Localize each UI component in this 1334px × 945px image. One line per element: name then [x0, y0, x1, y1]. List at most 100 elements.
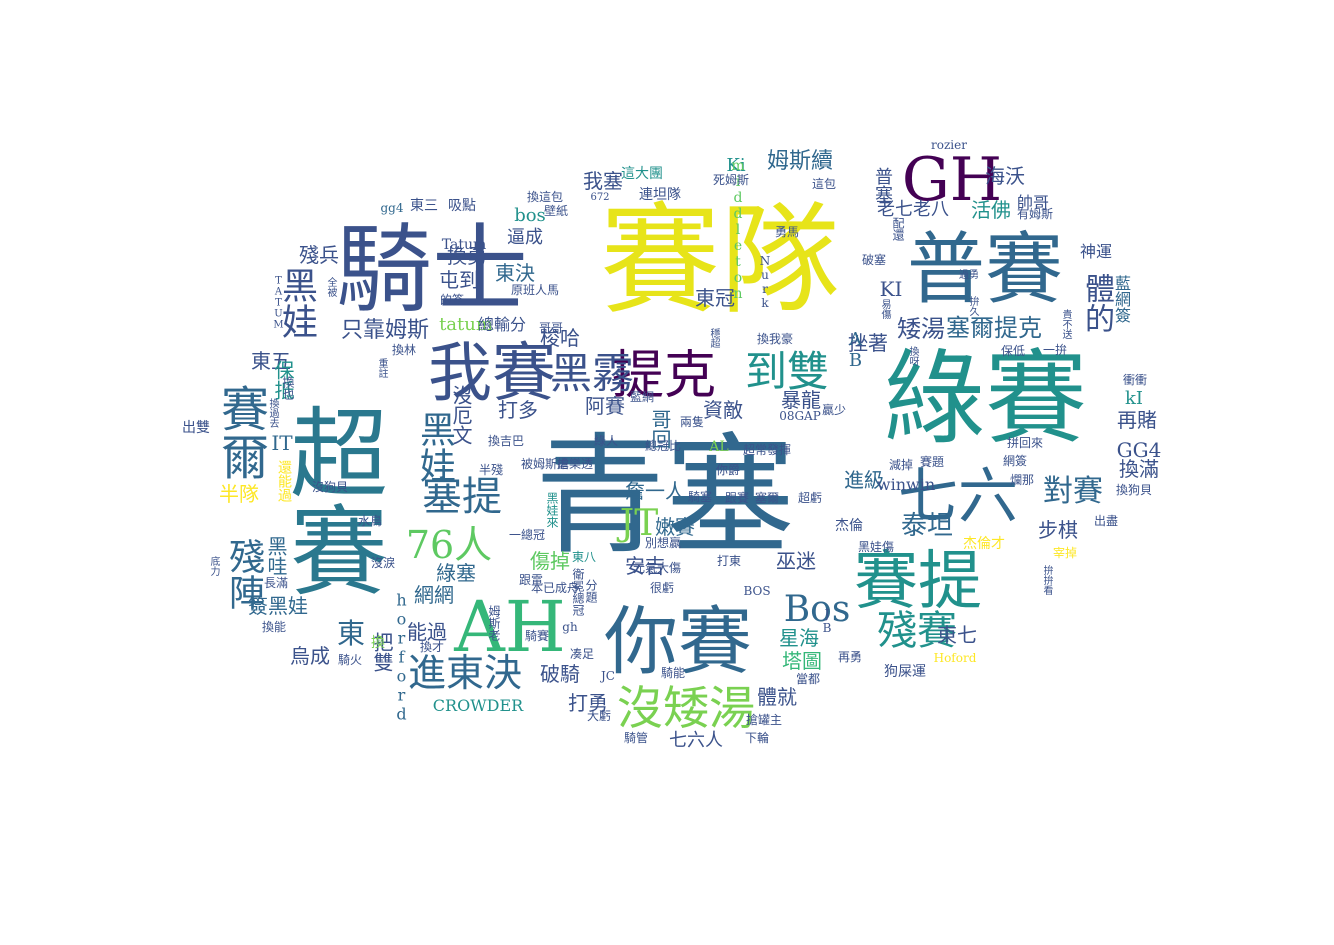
cloud-word: 我賽 [428, 337, 556, 411]
cloud-word: Ki [726, 155, 746, 176]
cloud-word: 換能 [261, 620, 287, 634]
cloud-word: 殘兵 [299, 243, 339, 267]
cloud-word: 爛那 [1009, 473, 1035, 487]
cloud-word: 進級 [844, 468, 884, 492]
cloud-word: 資敵 [703, 398, 743, 422]
cloud-word: 換勇 [447, 244, 487, 268]
cloud-word: 巫迷 [776, 549, 816, 573]
cloud-word: 網簽 [1002, 454, 1028, 468]
cloud-word: gg4 [380, 201, 404, 215]
cloud-word: 換過去 [267, 398, 278, 428]
cloud-word: 再賭 [1117, 408, 1157, 432]
cloud-word: 泰坦 [900, 511, 954, 541]
cloud-word: 網網 [414, 583, 454, 607]
cloud-word: 出雙 [182, 420, 210, 436]
cloud-word: 672 [590, 192, 610, 203]
cloud-word: JC [601, 669, 615, 683]
cloud-word: 搶罐主 [745, 713, 783, 727]
cloud-word: 本已成舟 [530, 581, 580, 595]
cloud-word: 簽黑娃 [248, 594, 308, 618]
cloud-word: 死姆斯 [712, 173, 750, 187]
cloud-word: 連坦隊 [639, 187, 681, 203]
cloud-word: tatum [439, 314, 493, 335]
cloud-word: 下輪 [744, 731, 770, 745]
cloud-word: 搶樂透 [556, 457, 594, 471]
cloud-word: 嫩賽 [655, 515, 695, 539]
cloud-word: 換林 [391, 343, 417, 357]
cloud-word: 過勇 [959, 270, 979, 281]
cloud-word: 活佛 [971, 198, 1011, 222]
cloud-word: 凑足 [569, 647, 595, 661]
cloud-word: 藍網簽 [1112, 275, 1131, 323]
cloud-word: 換這包 [526, 190, 564, 204]
cloud-word: 青塞 [534, 420, 796, 572]
cloud-word: 全被 [325, 277, 336, 297]
cloud-word: 保低 [1000, 344, 1026, 358]
cloud-word: 沒厄文 [449, 385, 473, 445]
cloud-word: 你賽 [604, 599, 752, 685]
cloud-word: rozier [931, 138, 967, 152]
cloud-word: 換呀 [907, 346, 918, 366]
cloud-word: 這包 [811, 177, 837, 191]
cloud-word: TATUM [273, 275, 284, 331]
cloud-word: 塔圖 [782, 649, 822, 673]
cloud-word: 賽隊 [600, 192, 840, 331]
cloud-word: 打多 [498, 398, 538, 422]
cloud-word: 元氣大傷 [632, 561, 682, 575]
cloud-word: 兩隻 [679, 415, 705, 429]
cloud-word: 到雙 [744, 347, 830, 396]
cloud-word: 黑霧 [549, 349, 635, 398]
cloud-word: 換才 [419, 640, 445, 654]
cloud-word: 東八 [571, 550, 597, 564]
cloud-word: 換 [371, 635, 385, 651]
cloud-word: 一拚 [1042, 343, 1068, 357]
cloud-word: 76人 [405, 523, 493, 567]
cloud-word: 塞爾 [754, 491, 780, 505]
cloud-word: 吸點 [448, 198, 476, 214]
cloud-word: 杰倫 [835, 518, 863, 534]
cloud-word: 騎塞 [687, 490, 713, 504]
cloud-word: 騎火 [337, 653, 363, 667]
cloud-word: 有姆斯 [1016, 207, 1054, 221]
cloud-word: 藍網 [629, 390, 655, 404]
cloud-word: 原班人馬 [510, 283, 560, 297]
cloud-word: 梭哈 [540, 326, 580, 350]
cloud-word: 易傷 [879, 299, 890, 319]
cloud-word: 你爵 [715, 463, 741, 477]
cloud-word: 破騎 [540, 662, 580, 686]
cloud-word: 體的 [1079, 273, 1114, 333]
cloud-word: AH [454, 586, 566, 668]
cloud-word: 再勇 [837, 650, 863, 664]
cloud-word: 東決 [495, 261, 535, 285]
cloud-word: 阿賽 [585, 394, 625, 418]
cloud-word: 打東 [716, 554, 742, 568]
cloud-word: 七六人 [669, 730, 723, 751]
cloud-word: 打勇 [568, 691, 608, 715]
cloud-word: 沒淚 [370, 556, 396, 570]
cloud-word: 別想贏 [644, 536, 682, 550]
cloud-word: 拼回來 [1006, 436, 1044, 450]
cloud-word: winwin [876, 475, 936, 494]
cloud-word: Nurk [758, 254, 772, 310]
cloud-word: AB [845, 329, 866, 371]
cloud-word: 跟電 [518, 573, 544, 587]
cloud-word: CROWDER [432, 696, 524, 715]
cloud-word: JT [619, 503, 659, 544]
cloud-word: 換我豪 [756, 332, 794, 346]
cloud-word: 塞爾提克 [946, 314, 1042, 342]
cloud-word: AL [709, 439, 729, 455]
cloud-word: 提克 [611, 346, 717, 406]
cloud-word: 詹一人 [625, 479, 685, 503]
cloud-word: 狗屎運 [884, 664, 926, 680]
cloud-word: KI [879, 277, 903, 301]
cloud-word: IT [271, 431, 293, 455]
cloud-word: 總冠比 [644, 439, 682, 453]
cloud-word: 對賽 [1043, 474, 1103, 509]
cloud-word: 贏少 [821, 403, 847, 417]
cloud-word: 能過 [407, 620, 447, 644]
cloud-word: 跟賽 [724, 491, 750, 505]
cloud-word: 半殘 [478, 463, 504, 477]
cloud-word: 賽提 [854, 545, 982, 619]
cloud-word: 分題 [584, 579, 598, 603]
